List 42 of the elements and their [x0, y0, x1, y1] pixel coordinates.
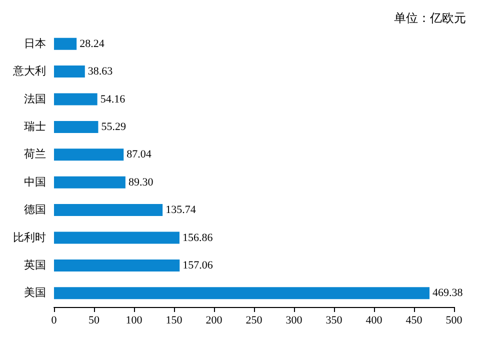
- bar: [54, 38, 77, 50]
- y-tick-label: 德国: [24, 204, 46, 216]
- x-tick-label: 350: [326, 314, 343, 326]
- data-label: 55.29: [101, 120, 126, 133]
- x-tick-label: 100: [126, 314, 143, 326]
- bar: [54, 66, 85, 78]
- y-tick-label: 法国: [24, 92, 46, 106]
- y-tick-label: 美国: [24, 286, 46, 300]
- data-label: 135.74: [166, 204, 196, 216]
- y-tick-label: 意大利: [12, 64, 46, 78]
- data-label: 89.30: [128, 176, 154, 188]
- text: 单位：亿欧元: [394, 11, 466, 25]
- x-tick-label: 50: [88, 314, 100, 326]
- bar: [54, 120, 98, 133]
- x-tick-label: 300: [286, 314, 303, 326]
- data-label: 38.63: [88, 66, 114, 78]
- bar: [54, 93, 98, 106]
- y-tick-label: 比利时: [13, 230, 46, 244]
- data-label: 157.06: [182, 259, 214, 272]
- y-tick-label: 英国: [24, 258, 46, 272]
- x-tick-label: 250: [246, 314, 263, 326]
- x-tick-label: 450: [406, 314, 423, 326]
- y-tick-label: 日本: [24, 36, 46, 50]
- data-label: 28.24: [80, 38, 105, 50]
- bar: [54, 176, 126, 188]
- x-tick-label: 0: [51, 314, 58, 326]
- x-tick-label: 500: [446, 314, 463, 326]
- data-label: 469.38: [432, 287, 464, 300]
- bar: [54, 148, 124, 161]
- data-label: 156.86: [182, 232, 214, 244]
- bar: [54, 287, 430, 300]
- data-label: 54.16: [100, 93, 126, 106]
- x-tick-label: 400: [366, 314, 383, 326]
- data-label: 87.04: [126, 148, 152, 161]
- x-tick-label: 200: [206, 314, 223, 326]
- bar: [54, 204, 163, 216]
- y-tick-label: 中国: [24, 175, 46, 188]
- bar: [54, 259, 180, 272]
- x-tick-label: 150: [166, 314, 183, 326]
- bar: [54, 232, 180, 244]
- y-tick-label: 荷兰: [24, 148, 46, 161]
- y-tick-label: 瑞士: [24, 120, 46, 133]
